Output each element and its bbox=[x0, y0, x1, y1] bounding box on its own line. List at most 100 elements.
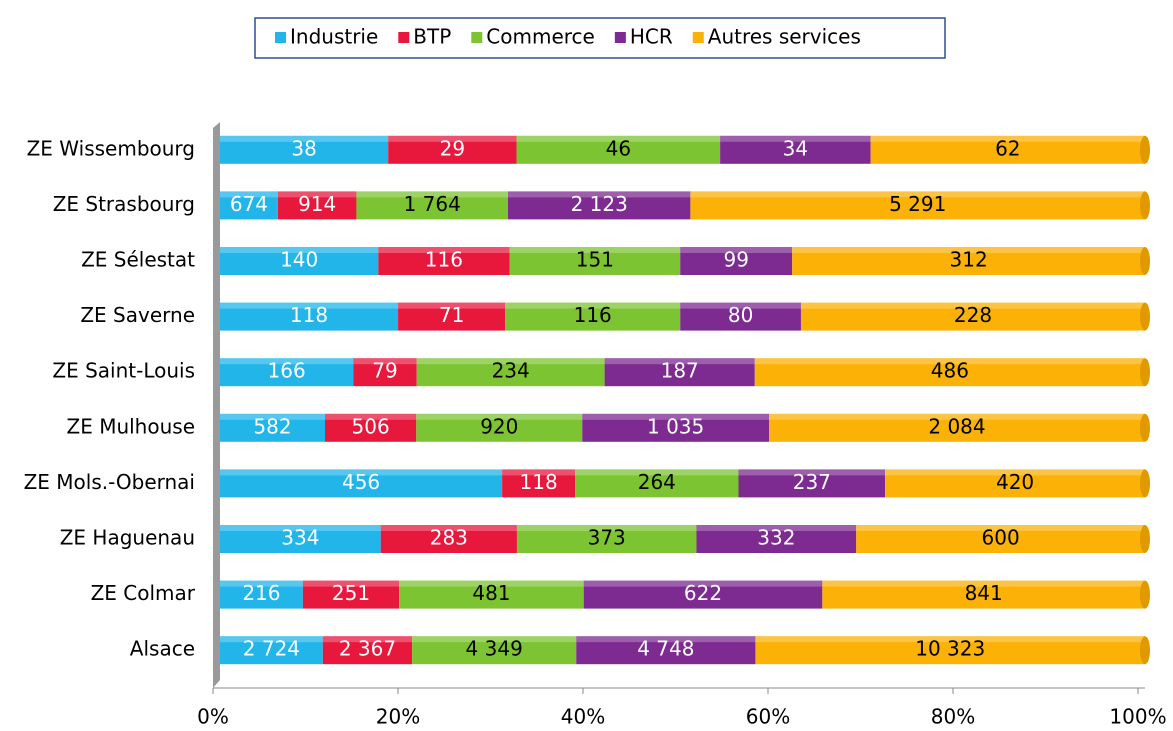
value-label: 237 bbox=[793, 470, 831, 494]
y-tick-label: ZE Mols.-Obernai bbox=[24, 470, 195, 494]
bar-segment bbox=[399, 580, 584, 609]
bar-segment bbox=[220, 191, 278, 220]
legend-swatch bbox=[471, 32, 483, 43]
bar-segment bbox=[220, 358, 354, 387]
bar-segment bbox=[792, 247, 1145, 275]
bar-highlight bbox=[822, 580, 1145, 587]
value-label: 79 bbox=[372, 359, 397, 383]
bar-highlight bbox=[388, 135, 517, 142]
bar-highlight bbox=[220, 135, 389, 142]
bar-highlight bbox=[583, 580, 823, 587]
value-label: 920 bbox=[480, 414, 518, 438]
value-label: 116 bbox=[425, 248, 463, 272]
value-label: 118 bbox=[290, 303, 328, 327]
bar-highlight bbox=[220, 636, 323, 643]
y-tick-label: ZE Saverne bbox=[80, 303, 195, 327]
value-label: 2 367 bbox=[339, 637, 396, 661]
bar-segment bbox=[220, 135, 389, 164]
legend-swatch bbox=[692, 32, 704, 43]
bar-segment bbox=[738, 469, 886, 498]
value-label: 841 bbox=[965, 581, 1003, 605]
axis-wall bbox=[213, 122, 220, 688]
bar-segment bbox=[604, 358, 755, 387]
value-label: 187 bbox=[661, 359, 699, 383]
bar-highlight bbox=[416, 413, 583, 420]
bar-segment bbox=[516, 135, 721, 164]
value-label: 166 bbox=[268, 359, 306, 383]
value-label: 140 bbox=[280, 248, 318, 272]
y-tick-label: ZE Strasbourg bbox=[53, 192, 195, 216]
bar-highlight bbox=[220, 191, 278, 198]
x-tick-label: 40% bbox=[561, 705, 605, 729]
bar-segment bbox=[398, 302, 506, 331]
bar-highlight bbox=[576, 636, 756, 643]
bar-segment bbox=[220, 413, 326, 442]
bar-highlight bbox=[220, 247, 379, 253]
value-label: 283 bbox=[430, 526, 468, 550]
bar-highlight bbox=[755, 636, 1145, 643]
bar-end bbox=[1140, 135, 1150, 164]
y-tick-label: ZE Saint-Louis bbox=[52, 359, 195, 383]
bar-highlight bbox=[353, 358, 417, 365]
bar-highlight bbox=[516, 135, 721, 142]
bar-segment bbox=[220, 525, 381, 553]
value-label: 216 bbox=[242, 581, 280, 605]
bar-highlight bbox=[870, 135, 1145, 142]
bar-segment bbox=[322, 636, 413, 665]
value-label: 1 764 bbox=[404, 192, 461, 216]
bar-segment bbox=[412, 636, 577, 665]
bar-segment bbox=[509, 247, 681, 275]
legend-swatch bbox=[398, 32, 410, 43]
value-label: 99 bbox=[723, 248, 748, 272]
bar-segment bbox=[583, 580, 823, 609]
bar-highlight bbox=[507, 191, 691, 198]
value-label: 2 123 bbox=[571, 192, 628, 216]
bar-highlight bbox=[509, 247, 681, 253]
x-tick-label: 0% bbox=[197, 705, 229, 729]
y-tick-label: ZE Colmar bbox=[91, 581, 196, 605]
bar-segment bbox=[505, 302, 681, 331]
value-label: 2 084 bbox=[928, 414, 985, 438]
value-label: 228 bbox=[954, 303, 992, 327]
bar-segment bbox=[856, 525, 1145, 553]
legend-label: HCR bbox=[630, 25, 673, 49]
bar-segment bbox=[885, 469, 1145, 498]
legend-swatch bbox=[614, 32, 626, 43]
value-label: 2 724 bbox=[243, 637, 300, 661]
bar-highlight bbox=[885, 469, 1145, 476]
bar-segment bbox=[220, 302, 399, 331]
bar-segment bbox=[822, 580, 1145, 609]
bar-end bbox=[1140, 636, 1150, 665]
value-label: 456 bbox=[342, 470, 380, 494]
bar-segment bbox=[416, 413, 583, 442]
x-tick-label: 20% bbox=[376, 705, 420, 729]
bar-segment bbox=[769, 413, 1145, 442]
value-label: 312 bbox=[950, 248, 988, 272]
bar-segment bbox=[680, 247, 793, 275]
bar-highlight bbox=[516, 525, 697, 531]
bar-segment bbox=[800, 302, 1145, 331]
x-tick-label: 80% bbox=[931, 705, 975, 729]
bar-highlight bbox=[220, 580, 303, 587]
value-label: 62 bbox=[995, 136, 1020, 160]
bar-highlight bbox=[356, 191, 508, 198]
value-label: 622 bbox=[684, 581, 722, 605]
value-label: 334 bbox=[281, 526, 319, 550]
bar-highlight bbox=[302, 580, 400, 587]
bar-highlight bbox=[322, 636, 413, 643]
bar-end bbox=[1140, 302, 1150, 331]
value-label: 116 bbox=[574, 303, 612, 327]
bar-segment bbox=[220, 636, 323, 665]
value-label: 506 bbox=[352, 414, 390, 438]
bar-segment bbox=[502, 469, 576, 498]
bar-highlight bbox=[720, 135, 871, 142]
bar-segment bbox=[576, 636, 756, 665]
y-tick-label: ZE Mulhouse bbox=[67, 414, 196, 438]
value-label: 4 349 bbox=[466, 637, 523, 661]
bar-highlight bbox=[769, 413, 1145, 420]
value-label: 151 bbox=[576, 248, 614, 272]
bar-segment bbox=[388, 135, 517, 164]
bar-highlight bbox=[412, 636, 577, 643]
bar-segment bbox=[696, 525, 857, 553]
